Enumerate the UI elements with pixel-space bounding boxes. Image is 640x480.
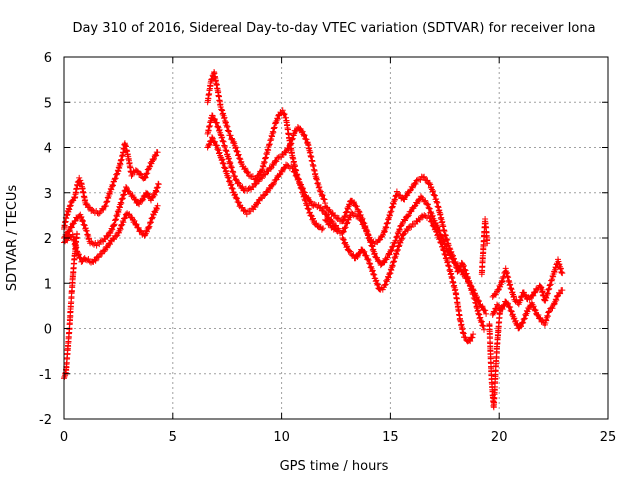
series-track-8 bbox=[322, 193, 490, 317]
y-tick-label: 4 bbox=[44, 142, 52, 157]
data-points bbox=[61, 69, 566, 411]
series-markers bbox=[322, 193, 490, 317]
y-tick-label: 2 bbox=[44, 232, 52, 247]
x-axis-ticks: 0 5 10 15 20 25 bbox=[60, 57, 616, 445]
series-markers bbox=[478, 216, 491, 278]
y-tick-label: 6 bbox=[44, 51, 52, 66]
series-markers bbox=[486, 305, 504, 411]
grid-lines bbox=[64, 57, 608, 419]
y-tick-label: -1 bbox=[39, 368, 52, 383]
series-markers bbox=[489, 256, 566, 308]
y-tick-label: 0 bbox=[44, 323, 52, 338]
x-tick-label: 10 bbox=[273, 430, 290, 445]
x-tick-label: 15 bbox=[382, 430, 399, 445]
series-track-7 bbox=[322, 173, 487, 333]
y-tick-label: 1 bbox=[44, 277, 52, 292]
x-tick-label: 20 bbox=[491, 430, 508, 445]
series-track-9 bbox=[339, 212, 477, 345]
series-markers bbox=[322, 173, 487, 333]
series-markers bbox=[204, 134, 342, 232]
x-tick-label: 0 bbox=[60, 430, 68, 445]
x-tick-label: 5 bbox=[169, 430, 177, 445]
y-tick-label: 5 bbox=[44, 96, 52, 111]
series-spike-evening bbox=[478, 216, 491, 278]
y-tick-label: 3 bbox=[44, 187, 52, 202]
series-markers bbox=[489, 287, 566, 332]
x-axis-label: GPS time / hours bbox=[280, 459, 389, 474]
series-track-4 bbox=[204, 69, 326, 233]
series-markers bbox=[204, 112, 329, 207]
y-axis-label: SDTVAR / TECUs bbox=[5, 185, 20, 292]
series-track-11 bbox=[489, 287, 566, 332]
series-track-5 bbox=[204, 112, 329, 207]
chart-title: Day 310 of 2016, Sidereal Day-to-day VTE… bbox=[72, 21, 595, 36]
series-track-6 bbox=[204, 134, 342, 232]
series-dip-evening bbox=[486, 305, 504, 411]
x-tick-label: 25 bbox=[600, 430, 617, 445]
y-tick-label: -2 bbox=[39, 413, 52, 428]
y-axis-ticks: -2 -1 0 1 2 3 4 5 6 bbox=[39, 51, 608, 428]
series-track-10 bbox=[489, 256, 566, 308]
series-markers bbox=[339, 212, 477, 345]
series-markers bbox=[204, 69, 326, 233]
